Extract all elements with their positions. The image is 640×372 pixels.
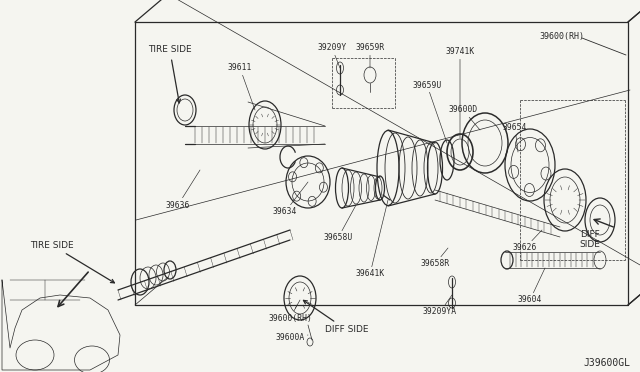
Text: 39659U: 39659U <box>412 80 447 143</box>
Text: 39209Y: 39209Y <box>317 44 347 68</box>
Text: 39741K: 39741K <box>445 48 475 138</box>
Text: TIRE SIDE: TIRE SIDE <box>30 241 115 283</box>
Text: TIRE SIDE: TIRE SIDE <box>148 45 191 103</box>
Text: 39634: 39634 <box>273 182 308 217</box>
Text: 39636: 39636 <box>166 170 200 209</box>
Text: J39600GL: J39600GL <box>583 358 630 368</box>
Text: 39600A: 39600A <box>275 334 308 343</box>
Text: 39600(RH): 39600(RH) <box>268 300 312 323</box>
Text: 39658U: 39658U <box>323 205 356 243</box>
Text: DIFF SIDE: DIFF SIDE <box>303 300 369 334</box>
Text: 39641K: 39641K <box>355 200 388 279</box>
Text: 39654: 39654 <box>503 124 527 152</box>
Text: 39658R: 39658R <box>420 248 450 269</box>
Text: 39604: 39604 <box>518 268 545 305</box>
Text: 39209YA: 39209YA <box>423 295 457 317</box>
Text: 39659R: 39659R <box>355 44 385 68</box>
Text: 39600D: 39600D <box>449 106 480 130</box>
Text: 39600(RH): 39600(RH) <box>539 32 584 41</box>
Text: DIFF
SIDE: DIFF SIDE <box>580 230 600 249</box>
Text: 39611: 39611 <box>228 64 255 110</box>
Text: 39626: 39626 <box>513 230 542 253</box>
